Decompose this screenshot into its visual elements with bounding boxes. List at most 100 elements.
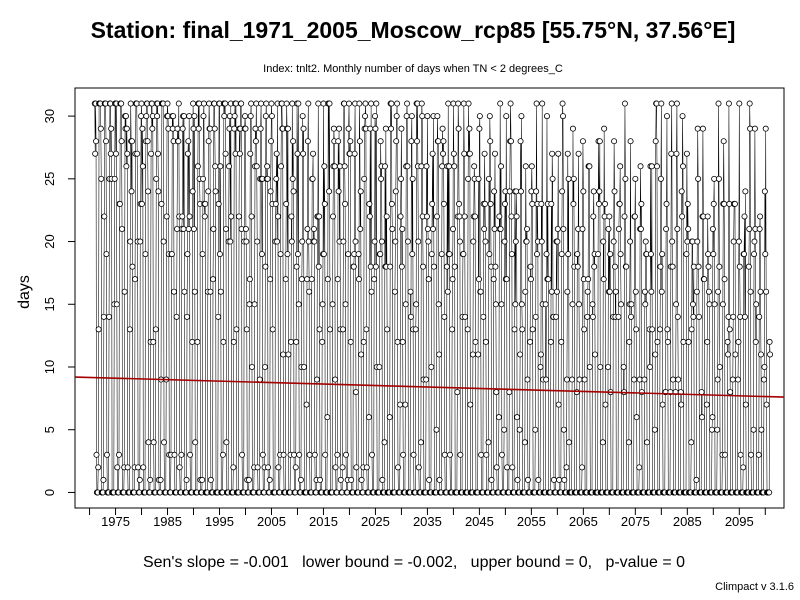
data-point [663,225,670,232]
data-point [518,113,525,120]
data-point [605,225,612,232]
x-tick-label: 2035 [413,514,442,529]
data-point [180,225,187,232]
data-point [729,376,736,383]
data-point [326,326,333,333]
data-point [657,263,664,270]
data-point [638,200,645,207]
data-point [210,225,217,232]
data-point [137,238,144,245]
data-point [387,263,394,270]
data-point [368,288,375,295]
data-point [289,175,296,182]
data-point [288,238,295,245]
data-point [399,225,406,232]
data-point [597,363,604,370]
data-point [171,288,178,295]
data-point [633,326,640,333]
data-point [758,426,765,433]
data-point [290,188,297,195]
data-point [590,188,597,195]
data-point [379,476,386,483]
data-point [475,276,482,283]
data-point [425,276,432,283]
data-point [189,188,196,195]
data-point [481,150,488,157]
data-point [417,439,424,446]
data-point [423,376,430,383]
data-point [404,238,411,245]
data-point [191,113,198,120]
data-point [628,301,635,308]
data-point [615,225,622,232]
data-point [274,238,281,245]
data-point [553,288,560,295]
data-point [187,451,194,458]
data-point [116,451,123,458]
data-point [766,489,773,496]
data-point [277,251,284,258]
data-point [647,251,654,258]
data-point [362,100,369,107]
data-point [168,251,175,258]
data-point [143,113,150,120]
x-tick-label: 2015 [309,514,338,529]
data-point [602,200,609,207]
data-point [727,389,734,396]
data-point [372,263,379,270]
data-point [688,439,695,446]
y-tick-label: 0 [42,489,57,496]
data-point [226,163,233,170]
data-point [134,150,141,157]
data-point [287,338,294,345]
data-point [128,188,135,195]
data-point [273,175,280,182]
data-point [439,163,446,170]
data-point [284,125,291,132]
data-point [297,476,304,483]
data-point [683,150,690,157]
data-point [127,238,134,245]
data-point [548,200,555,207]
data-point [233,326,240,333]
data-point [366,200,373,207]
data-point [184,313,191,320]
data-point [433,426,440,433]
data-point [652,351,659,358]
version-label: Climpact v 3.1.6 [715,581,794,593]
data-point [108,125,115,132]
data-point [403,113,410,120]
data-point [216,251,223,258]
data-point [673,100,680,107]
data-point [171,451,178,458]
data-point [736,100,743,107]
data-point [574,263,581,270]
data-point [138,200,145,207]
data-point [482,200,489,207]
data-point [767,351,774,358]
data-point [300,363,307,370]
data-point [127,100,134,107]
data-point [685,338,692,345]
data-point [663,113,670,120]
data-point [454,389,461,396]
data-point [586,163,593,170]
data-point [360,338,367,345]
data-point [170,113,177,120]
data-point [449,276,456,283]
chart-title: Station: final_1971_2005_Moscow_rcp85 [5… [91,17,736,43]
data-point [121,288,128,295]
data-point [618,301,625,308]
data-point [486,251,493,258]
data-point [245,476,252,483]
data-point [497,225,504,232]
x-tick-label: 2095 [725,514,754,529]
data-point [514,476,521,483]
data-point [275,464,282,471]
data-point [512,238,519,245]
data-point [200,113,207,120]
data-point [388,125,395,132]
data-point [112,150,119,157]
data-point [304,138,311,145]
data-point [415,464,422,471]
